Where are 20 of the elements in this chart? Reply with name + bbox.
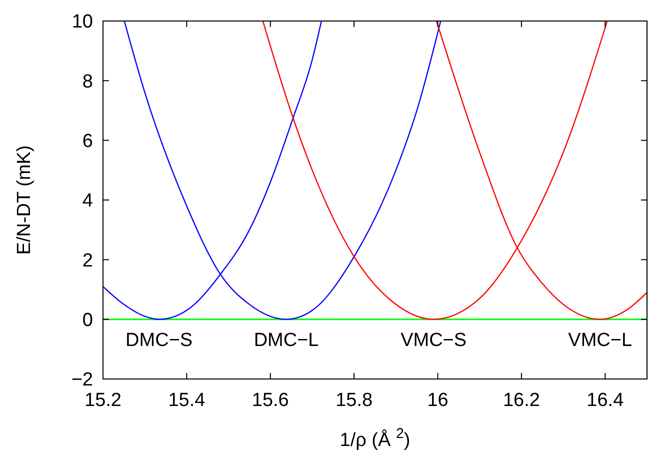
series-label: DMC−L	[254, 330, 319, 351]
y-axis-title: E/N-DT (mK)	[14, 145, 35, 255]
x-tick-label: 16.2	[502, 390, 540, 411]
y-tick-label: 10	[72, 12, 93, 33]
x-tick-label: 16	[427, 390, 448, 411]
x-axis-title: 1/ρ (Å $^{2}$)	[340, 426, 410, 451]
y-tick-label: −2	[71, 370, 93, 391]
y-tick-label: 6	[82, 130, 93, 152]
y-tick-label: 4	[82, 190, 94, 212]
y-tick-label: 8	[82, 71, 93, 92]
y-tick-label: 0	[82, 310, 93, 331]
x-tick-label: 15.8	[336, 390, 373, 411]
series-label: VMC−L	[568, 330, 632, 351]
y-tick-label: 2	[82, 250, 93, 272]
x-tick-label: 16.4	[586, 390, 624, 411]
x-tick-label: 15.2	[84, 390, 122, 411]
x-tick-label: 15.4	[168, 390, 206, 411]
x-tick-label: 15.6	[252, 390, 289, 411]
series-label: DMC−S	[126, 330, 193, 351]
series-label: VMC−S	[400, 330, 467, 351]
